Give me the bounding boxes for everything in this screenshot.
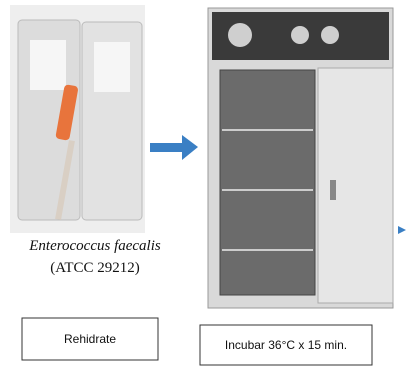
- arrow-head: [398, 226, 406, 234]
- dial: [228, 23, 252, 47]
- incubator-photo: [208, 8, 393, 308]
- arrow-head: [182, 135, 198, 160]
- dial: [291, 26, 309, 44]
- arrow: [150, 135, 198, 160]
- arrow-shaft: [150, 143, 182, 152]
- handle: [330, 180, 336, 200]
- diagram: Enterococcus faecalis (ATCC 29212) Rehid…: [0, 0, 406, 384]
- dial: [321, 26, 339, 44]
- package-label: [94, 42, 130, 92]
- organism-label: Enterococcus faecalis: [28, 238, 161, 254]
- strain-label: (ATCC 29212): [50, 260, 140, 276]
- package-label: [30, 40, 66, 90]
- step-label: Incubar 36°C x 15 min.: [225, 338, 347, 352]
- swab-photo: [10, 5, 145, 233]
- door: [318, 68, 393, 303]
- step-label: Rehidrate: [64, 332, 116, 346]
- chamber: [220, 70, 315, 295]
